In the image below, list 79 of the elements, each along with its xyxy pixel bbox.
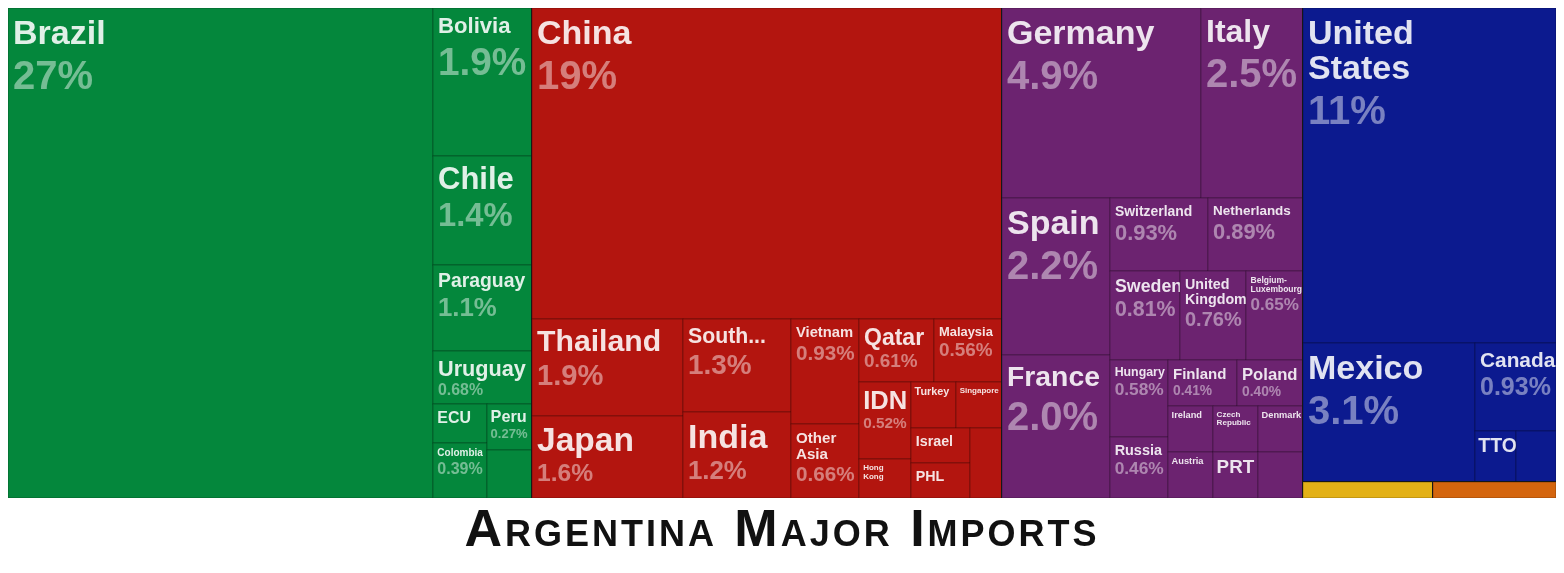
category-label: PHL xyxy=(915,467,945,484)
text: Argentina Major Imports xyxy=(463,498,1101,558)
category-label: Bolivia xyxy=(438,12,512,38)
category-label: United States xyxy=(1308,12,1414,87)
data-label: 0.61% xyxy=(864,350,918,372)
data-label: 1.9% xyxy=(537,358,604,391)
data-label: 2.5% xyxy=(1206,50,1298,95)
data-label: 0.58% xyxy=(1114,378,1164,399)
category-label: China xyxy=(537,12,633,51)
data-label: 1.3% xyxy=(688,349,752,381)
category-label: Malaysia xyxy=(939,323,994,339)
data-label: 19% xyxy=(537,52,618,97)
category-label: Belgium-Luxembourg xyxy=(1250,275,1303,295)
category-label: Colombia xyxy=(437,447,484,459)
category-label: PRT xyxy=(1216,455,1255,477)
category-label: Brazil xyxy=(13,12,106,51)
data-label: 0.68% xyxy=(438,380,484,398)
category-label: Spain xyxy=(1007,202,1100,241)
category-label: South... xyxy=(688,324,766,349)
category-label: Finland xyxy=(1173,364,1227,382)
category-label: Vietnam xyxy=(796,324,854,341)
data-label: 0.76% xyxy=(1185,308,1242,330)
data-label: 1.1% xyxy=(438,293,497,322)
category-label: Austria xyxy=(1171,455,1205,466)
category-label: Denmark xyxy=(1261,409,1303,420)
category-label: Sweden xyxy=(1115,276,1183,296)
data-label: 0.39% xyxy=(437,459,483,477)
data-label: 0.65% xyxy=(1250,295,1299,315)
category-label: Italy xyxy=(1206,12,1271,49)
data-label: 1.6% xyxy=(537,458,594,486)
data-label: 2.2% xyxy=(1007,242,1099,287)
category-label: Singapore xyxy=(959,385,1000,395)
category-label: IDN xyxy=(863,386,908,415)
data-label: 2.0% xyxy=(1007,393,1099,438)
category-label: Hong Kong xyxy=(863,463,884,481)
category-label: India xyxy=(688,416,769,455)
category-label: Other Asia xyxy=(796,428,837,462)
category-label: ECU xyxy=(437,408,471,426)
category-label: France xyxy=(1007,359,1100,392)
data-label: 0.52% xyxy=(863,414,907,432)
data-label: 27% xyxy=(13,52,94,97)
category-label: Qatar xyxy=(864,323,925,350)
data-label: 0.89% xyxy=(1213,219,1276,245)
category-label: Peru xyxy=(490,407,527,426)
category-label: Canada xyxy=(1480,347,1556,371)
category-label: Israel xyxy=(915,432,954,449)
category-label: Ireland xyxy=(1171,409,1203,420)
category-label: Japan xyxy=(537,421,634,459)
category-label: Netherlands xyxy=(1213,203,1291,219)
category-label: TTO xyxy=(1478,433,1517,456)
category-label: Chile xyxy=(438,160,514,196)
category-label: Mexico xyxy=(1308,347,1424,386)
category-label: Paraguay xyxy=(438,269,526,292)
data-label: 0.40% xyxy=(1242,384,1282,400)
category-label: Germany xyxy=(1007,12,1155,51)
data-label: 4.9% xyxy=(1007,52,1099,97)
data-label: 1.4% xyxy=(438,196,513,234)
data-label: 0.93% xyxy=(1480,371,1551,400)
data-label: 0.81% xyxy=(1115,297,1176,321)
data-label: 11% xyxy=(1308,88,1386,133)
category-label: United Kingdom xyxy=(1185,275,1247,307)
data-label: 0.66% xyxy=(796,462,855,486)
category-label: Russia xyxy=(1114,441,1163,458)
category-label: Turkey xyxy=(914,385,950,398)
data-label: 0.93% xyxy=(1115,219,1178,245)
category-label: Czech Republic xyxy=(1216,409,1252,428)
data-label: 0.41% xyxy=(1173,382,1213,398)
data-label: 0.46% xyxy=(1114,458,1164,479)
category-label: Switzerland xyxy=(1115,202,1193,219)
data-label: 0.93% xyxy=(796,341,855,365)
data-label: 0.27% xyxy=(490,425,528,441)
data-label: 1.9% xyxy=(438,40,527,83)
category-label: Uruguay xyxy=(438,355,526,381)
data-label: 1.2% xyxy=(688,455,747,484)
data-label: 3.1% xyxy=(1308,387,1400,432)
data-label: 0.56% xyxy=(939,339,993,361)
category-label: Thailand xyxy=(537,324,662,358)
category-label: Hungary xyxy=(1114,364,1165,379)
category-label: Poland xyxy=(1242,365,1298,384)
